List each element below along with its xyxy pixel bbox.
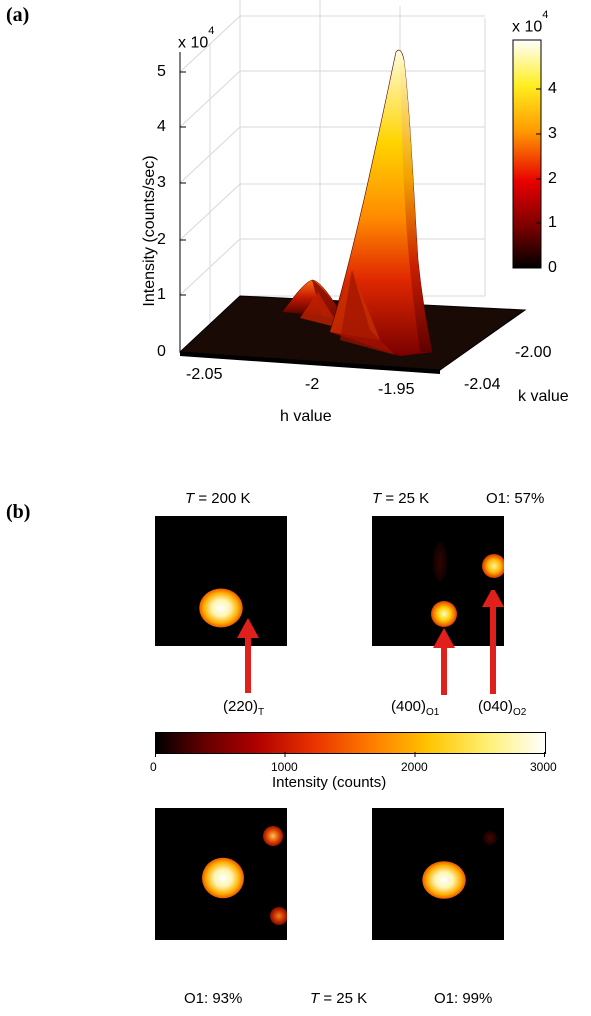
z-tick-0: 0 — [157, 343, 166, 360]
heatmap-200k — [155, 516, 287, 646]
colorbar-b-tick-1: 1000 — [271, 760, 298, 774]
z-tick-5: 5 — [157, 63, 166, 80]
heatmap-25k-93 — [155, 808, 287, 940]
colorbar-b-tick-2: 2000 — [401, 760, 428, 774]
top-left-title: T = 200 K — [185, 490, 251, 507]
bottom-mid-title: T = 25 K — [310, 990, 368, 1007]
panel-b-label: (b) — [6, 501, 31, 523]
arrow-040-shaft — [490, 602, 496, 694]
secondary-peak — [281, 279, 342, 328]
colorbar-a-tick-4: 4 — [548, 80, 557, 97]
colorbar-a — [512, 39, 542, 269]
colorbar-a-tick-0: 0 — [548, 259, 557, 276]
colorbar-b-label: Intensity (counts) — [272, 774, 387, 791]
h-tick-1: -2 — [305, 376, 320, 393]
colorbar-a-ticks — [536, 88, 541, 269]
z-tick-3: 3 — [157, 174, 166, 191]
z-tick-2: 2 — [157, 231, 166, 248]
colorbar-a-tick-2: 2 — [548, 170, 557, 187]
top-right-title: T = 25 K — [372, 490, 430, 507]
peak-400-label: (400)O1 — [391, 698, 440, 718]
z-tick-1: 1 — [157, 286, 166, 303]
bottom-right-fraction: O1: 99% — [434, 990, 493, 1007]
z-multiplier: x 104 — [178, 25, 215, 52]
arrow-400-head — [433, 628, 455, 648]
colorbar-b-tick-0: 0 — [150, 760, 157, 774]
k-tick-0: -2.04 — [464, 376, 501, 393]
z-axis-label: Intensity (counts/sec) — [141, 155, 158, 307]
arrow-040-head — [482, 590, 504, 607]
heatmap-25k-57 — [372, 516, 504, 646]
z-tick-4: 4 — [157, 118, 166, 135]
h-tick-2: -1.95 — [378, 381, 415, 398]
arrow-220-head — [237, 618, 259, 638]
heatmap-25k-99 — [372, 808, 504, 940]
h-tick-0: -2.05 — [186, 366, 223, 383]
z-axis-ticks — [180, 71, 186, 353]
arrow-400-shaft — [441, 643, 447, 695]
h-axis-label: h value — [280, 408, 332, 425]
k-axis-label: k value — [518, 388, 569, 405]
panel-a-label: (a) — [6, 4, 30, 26]
axes-box — [179, 0, 486, 353]
peak-220-label: (220)T — [223, 698, 265, 718]
colorbar-b — [155, 732, 546, 754]
bottom-left-fraction: O1: 93% — [184, 990, 243, 1007]
top-right-fraction: O1: 57% — [486, 490, 545, 507]
colorbar-b-ticks — [155, 752, 545, 757]
peak-arrows — [237, 590, 504, 695]
peak-040-label: (040)O2 — [478, 698, 527, 718]
main-peak — [329, 49, 433, 357]
arrow-220-shaft — [245, 633, 251, 693]
k-tick-1: -2.00 — [515, 344, 552, 361]
colorbar-a-tick-1: 1 — [548, 214, 557, 231]
surface-plot-3d — [178, 0, 542, 374]
colorbar-a-multiplier: x 104 — [512, 9, 549, 36]
colorbar-b-tick-3: 3000 — [530, 760, 557, 774]
colorbar-a-tick-3: 3 — [548, 125, 557, 142]
